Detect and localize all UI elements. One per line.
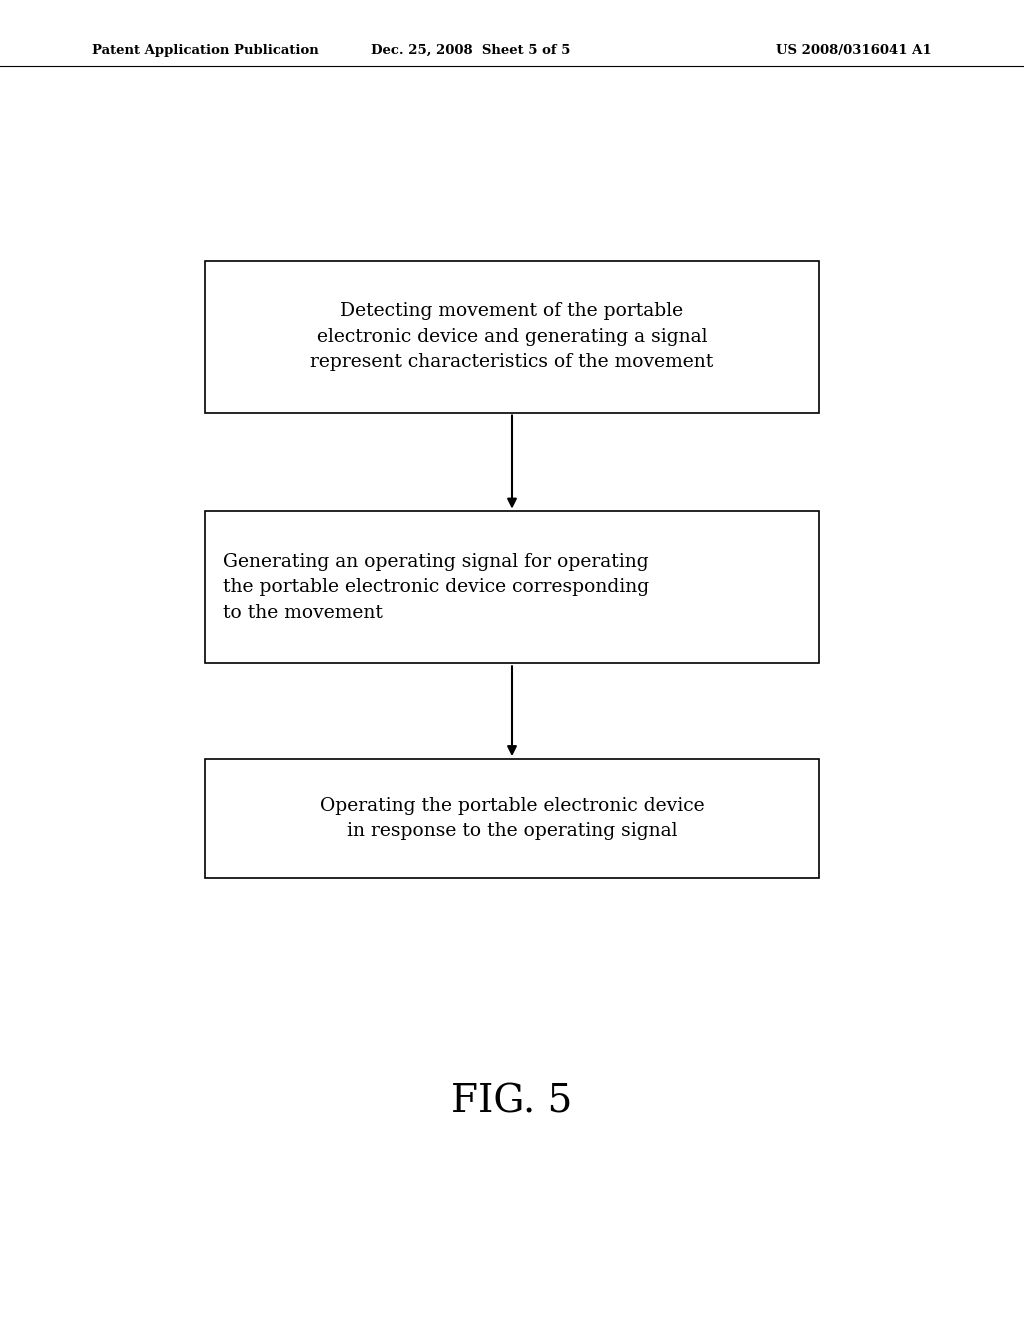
FancyBboxPatch shape (205, 261, 819, 412)
Text: FIG. 5: FIG. 5 (452, 1084, 572, 1121)
FancyBboxPatch shape (205, 759, 819, 878)
Text: Operating the portable electronic device
in response to the operating signal: Operating the portable electronic device… (319, 796, 705, 841)
Text: Dec. 25, 2008  Sheet 5 of 5: Dec. 25, 2008 Sheet 5 of 5 (372, 44, 570, 57)
Text: Patent Application Publication: Patent Application Publication (92, 44, 318, 57)
Text: Detecting movement of the portable
electronic device and generating a signal
rep: Detecting movement of the portable elect… (310, 302, 714, 371)
Text: US 2008/0316041 A1: US 2008/0316041 A1 (776, 44, 932, 57)
FancyBboxPatch shape (205, 511, 819, 663)
Text: Generating an operating signal for operating
the portable electronic device corr: Generating an operating signal for opera… (223, 553, 649, 622)
